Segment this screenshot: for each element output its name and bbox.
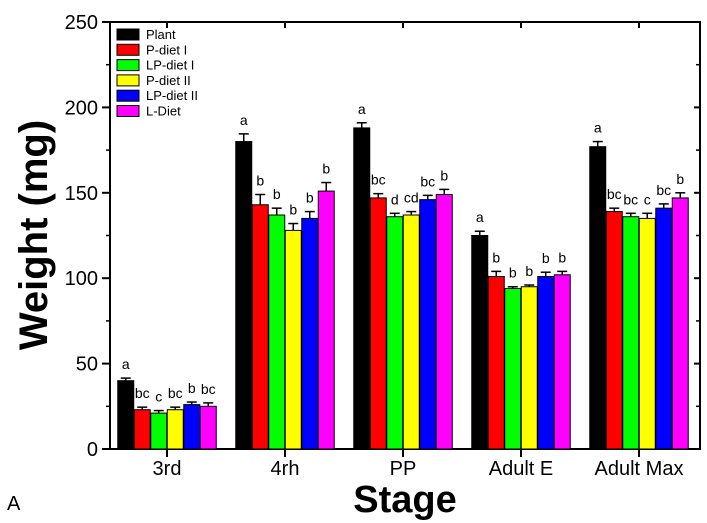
x-tick-label: PP (390, 458, 417, 480)
bar (435, 194, 453, 450)
x-tick-label: Adult Max (595, 458, 684, 480)
bar (117, 380, 135, 450)
x-axis-label: Stage (353, 479, 456, 521)
significance-label: a (122, 356, 130, 372)
bar (504, 287, 522, 450)
significance-label: b (509, 265, 517, 281)
bar (589, 146, 607, 450)
bar (386, 216, 404, 450)
bar (133, 409, 151, 450)
significance-label: b (676, 171, 684, 187)
legend-label: Plant (146, 27, 176, 42)
bar (353, 127, 371, 450)
bar (284, 229, 302, 450)
y-tick-label: 250 (65, 12, 98, 34)
bar (471, 235, 489, 450)
legend-label: P-diet II (146, 73, 191, 88)
bar (622, 216, 640, 450)
bar (235, 141, 253, 450)
bar (251, 204, 269, 450)
significance-label: b (188, 380, 196, 396)
significance-label: b (492, 249, 500, 265)
significance-label: bc (656, 182, 671, 198)
significance-label: b (306, 190, 314, 206)
bar (655, 207, 673, 450)
legend-swatch (116, 89, 140, 102)
legend-swatch (116, 74, 140, 87)
significance-label: bc (607, 186, 622, 202)
panel-label: A (7, 493, 21, 515)
y-tick-label: 100 (65, 268, 98, 290)
bar (419, 199, 437, 450)
bar (183, 404, 201, 450)
significance-label: bc (168, 385, 183, 401)
bar (671, 197, 689, 450)
bar (537, 275, 555, 450)
significance-label: c (155, 389, 162, 405)
significance-label: b (440, 167, 448, 183)
x-tick-label: 3rd (153, 458, 182, 480)
y-tick-label: 150 (65, 183, 98, 205)
significance-label: b (558, 249, 566, 265)
legend-label: LP-diet II (146, 88, 198, 103)
x-tick-label: Adult E (489, 458, 553, 480)
x-tick-label: 4rh (271, 458, 300, 480)
x-axis: 3rd 4rh PP Adult E Adult Max (153, 22, 684, 480)
significance-label: bc (135, 385, 150, 401)
y-axis-label: Weight (mg) (12, 120, 56, 350)
significance-label: a (476, 209, 484, 225)
significance-label: bc (371, 172, 386, 188)
bar (553, 274, 571, 450)
significance-label: b (289, 202, 297, 218)
legend-swatch (116, 43, 140, 56)
significance-label: bc (623, 191, 638, 207)
legend-swatch (116, 105, 140, 117)
y-tick-label: 200 (65, 97, 98, 119)
bar (199, 405, 217, 450)
significance-label: c (644, 191, 651, 207)
significance-label: b (273, 186, 281, 202)
y-tick-label: 0 (87, 439, 98, 461)
bar (638, 217, 656, 450)
significance-label: d (391, 191, 399, 207)
significance-label: a (594, 120, 602, 136)
significance-label: b (542, 250, 550, 266)
bar (268, 214, 286, 450)
bar (166, 409, 184, 450)
bar (317, 190, 335, 450)
bar (605, 211, 623, 450)
significance-label: b (256, 173, 264, 189)
significance-label: a (358, 101, 366, 117)
significance-label: cd (404, 190, 419, 206)
bar (487, 275, 505, 450)
bar (520, 286, 538, 450)
legend-label: L-Diet (146, 104, 181, 119)
legend-swatch (116, 59, 140, 72)
legend-label: P-diet I (146, 42, 187, 57)
bar (369, 197, 387, 450)
significance-label: a (240, 112, 248, 128)
legend-swatch (116, 28, 140, 41)
bar (150, 412, 168, 450)
legend-label: LP-diet I (146, 58, 194, 73)
significance-label: bc (420, 173, 435, 189)
y-axis: 0 50 100 150 200 250 (65, 12, 700, 461)
significance-label: b (322, 161, 330, 177)
significance-label: b (525, 263, 533, 279)
y-tick-label: 50 (76, 354, 98, 376)
significance-label: bc (201, 381, 216, 397)
bar (301, 217, 319, 450)
bar (402, 214, 420, 450)
